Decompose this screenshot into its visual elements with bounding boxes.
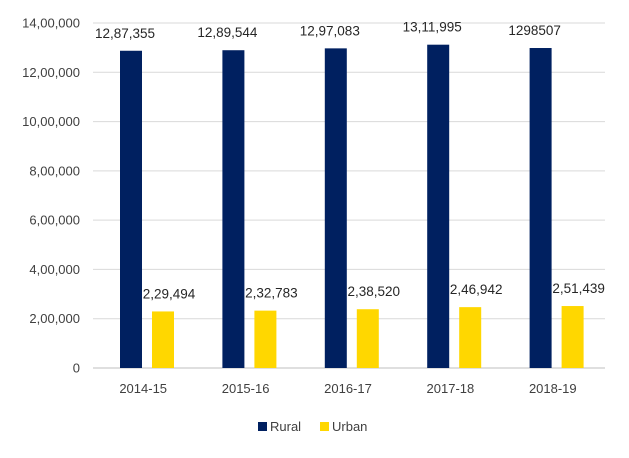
bar-chart: 0 2,00,000 4,00,000 6,00,000 8,00,000 10,00,0…	[0, 0, 629, 458]
bar-urban	[357, 309, 379, 368]
x-axis: 2014-15 2015-16 2016-17 2017-18 2018-19	[119, 381, 576, 396]
y-axis: 0 2,00,000 4,00,000 6,00,000 8,00,000 10,00,0…	[22, 16, 80, 376]
legend-swatch-rural	[258, 422, 267, 431]
bar-rural	[120, 51, 142, 368]
data-label-rural: 12,87,355	[95, 26, 155, 41]
bar-urban	[459, 307, 481, 368]
data-label-urban: 2,46,942	[450, 282, 503, 297]
data-labels: 12,87,355 2,29,494 12,89,544 2,32,783 12,97,…	[95, 20, 605, 302]
data-label-urban: 2,29,494	[143, 286, 196, 301]
bar-rural	[222, 50, 244, 368]
bar-rural	[325, 48, 347, 368]
bar-urban	[254, 311, 276, 368]
data-label-urban: 2,38,520	[348, 284, 401, 299]
y-tick-label: 12,00,000	[22, 65, 80, 80]
legend: Rural Urban	[258, 419, 367, 434]
legend-label-rural: Rural	[270, 419, 301, 434]
x-tick-label: 2014-15	[119, 381, 167, 396]
data-label-rural: 13,11,995	[403, 20, 462, 35]
y-tick-label: 10,00,000	[22, 114, 80, 129]
y-tick-label: 8,00,000	[29, 163, 80, 178]
y-tick-label: 6,00,000	[29, 213, 80, 228]
data-label-rural: 12,89,544	[197, 25, 258, 40]
data-label-rural: 12,97,083	[300, 23, 360, 38]
y-tick-label: 14,00,000	[22, 16, 80, 31]
bar-urban	[562, 306, 584, 368]
data-label-urban: 2,32,783	[245, 286, 298, 301]
bar-rural	[427, 45, 449, 368]
legend-swatch-urban	[320, 422, 329, 431]
x-tick-label: 2016-17	[324, 381, 372, 396]
bar-urban	[152, 311, 174, 368]
x-tick-label: 2018-19	[529, 381, 577, 396]
data-label-rural: 1298507	[508, 23, 561, 38]
x-tick-label: 2017-18	[427, 381, 475, 396]
bar-rural	[530, 48, 552, 368]
data-label-urban: 2,51,439	[552, 281, 605, 296]
bars	[120, 45, 584, 368]
y-tick-label: 0	[73, 361, 80, 376]
y-tick-label: 2,00,000	[29, 311, 80, 326]
y-tick-label: 4,00,000	[29, 262, 80, 277]
x-tick-label: 2015-16	[222, 381, 270, 396]
legend-label-urban: Urban	[332, 419, 367, 434]
